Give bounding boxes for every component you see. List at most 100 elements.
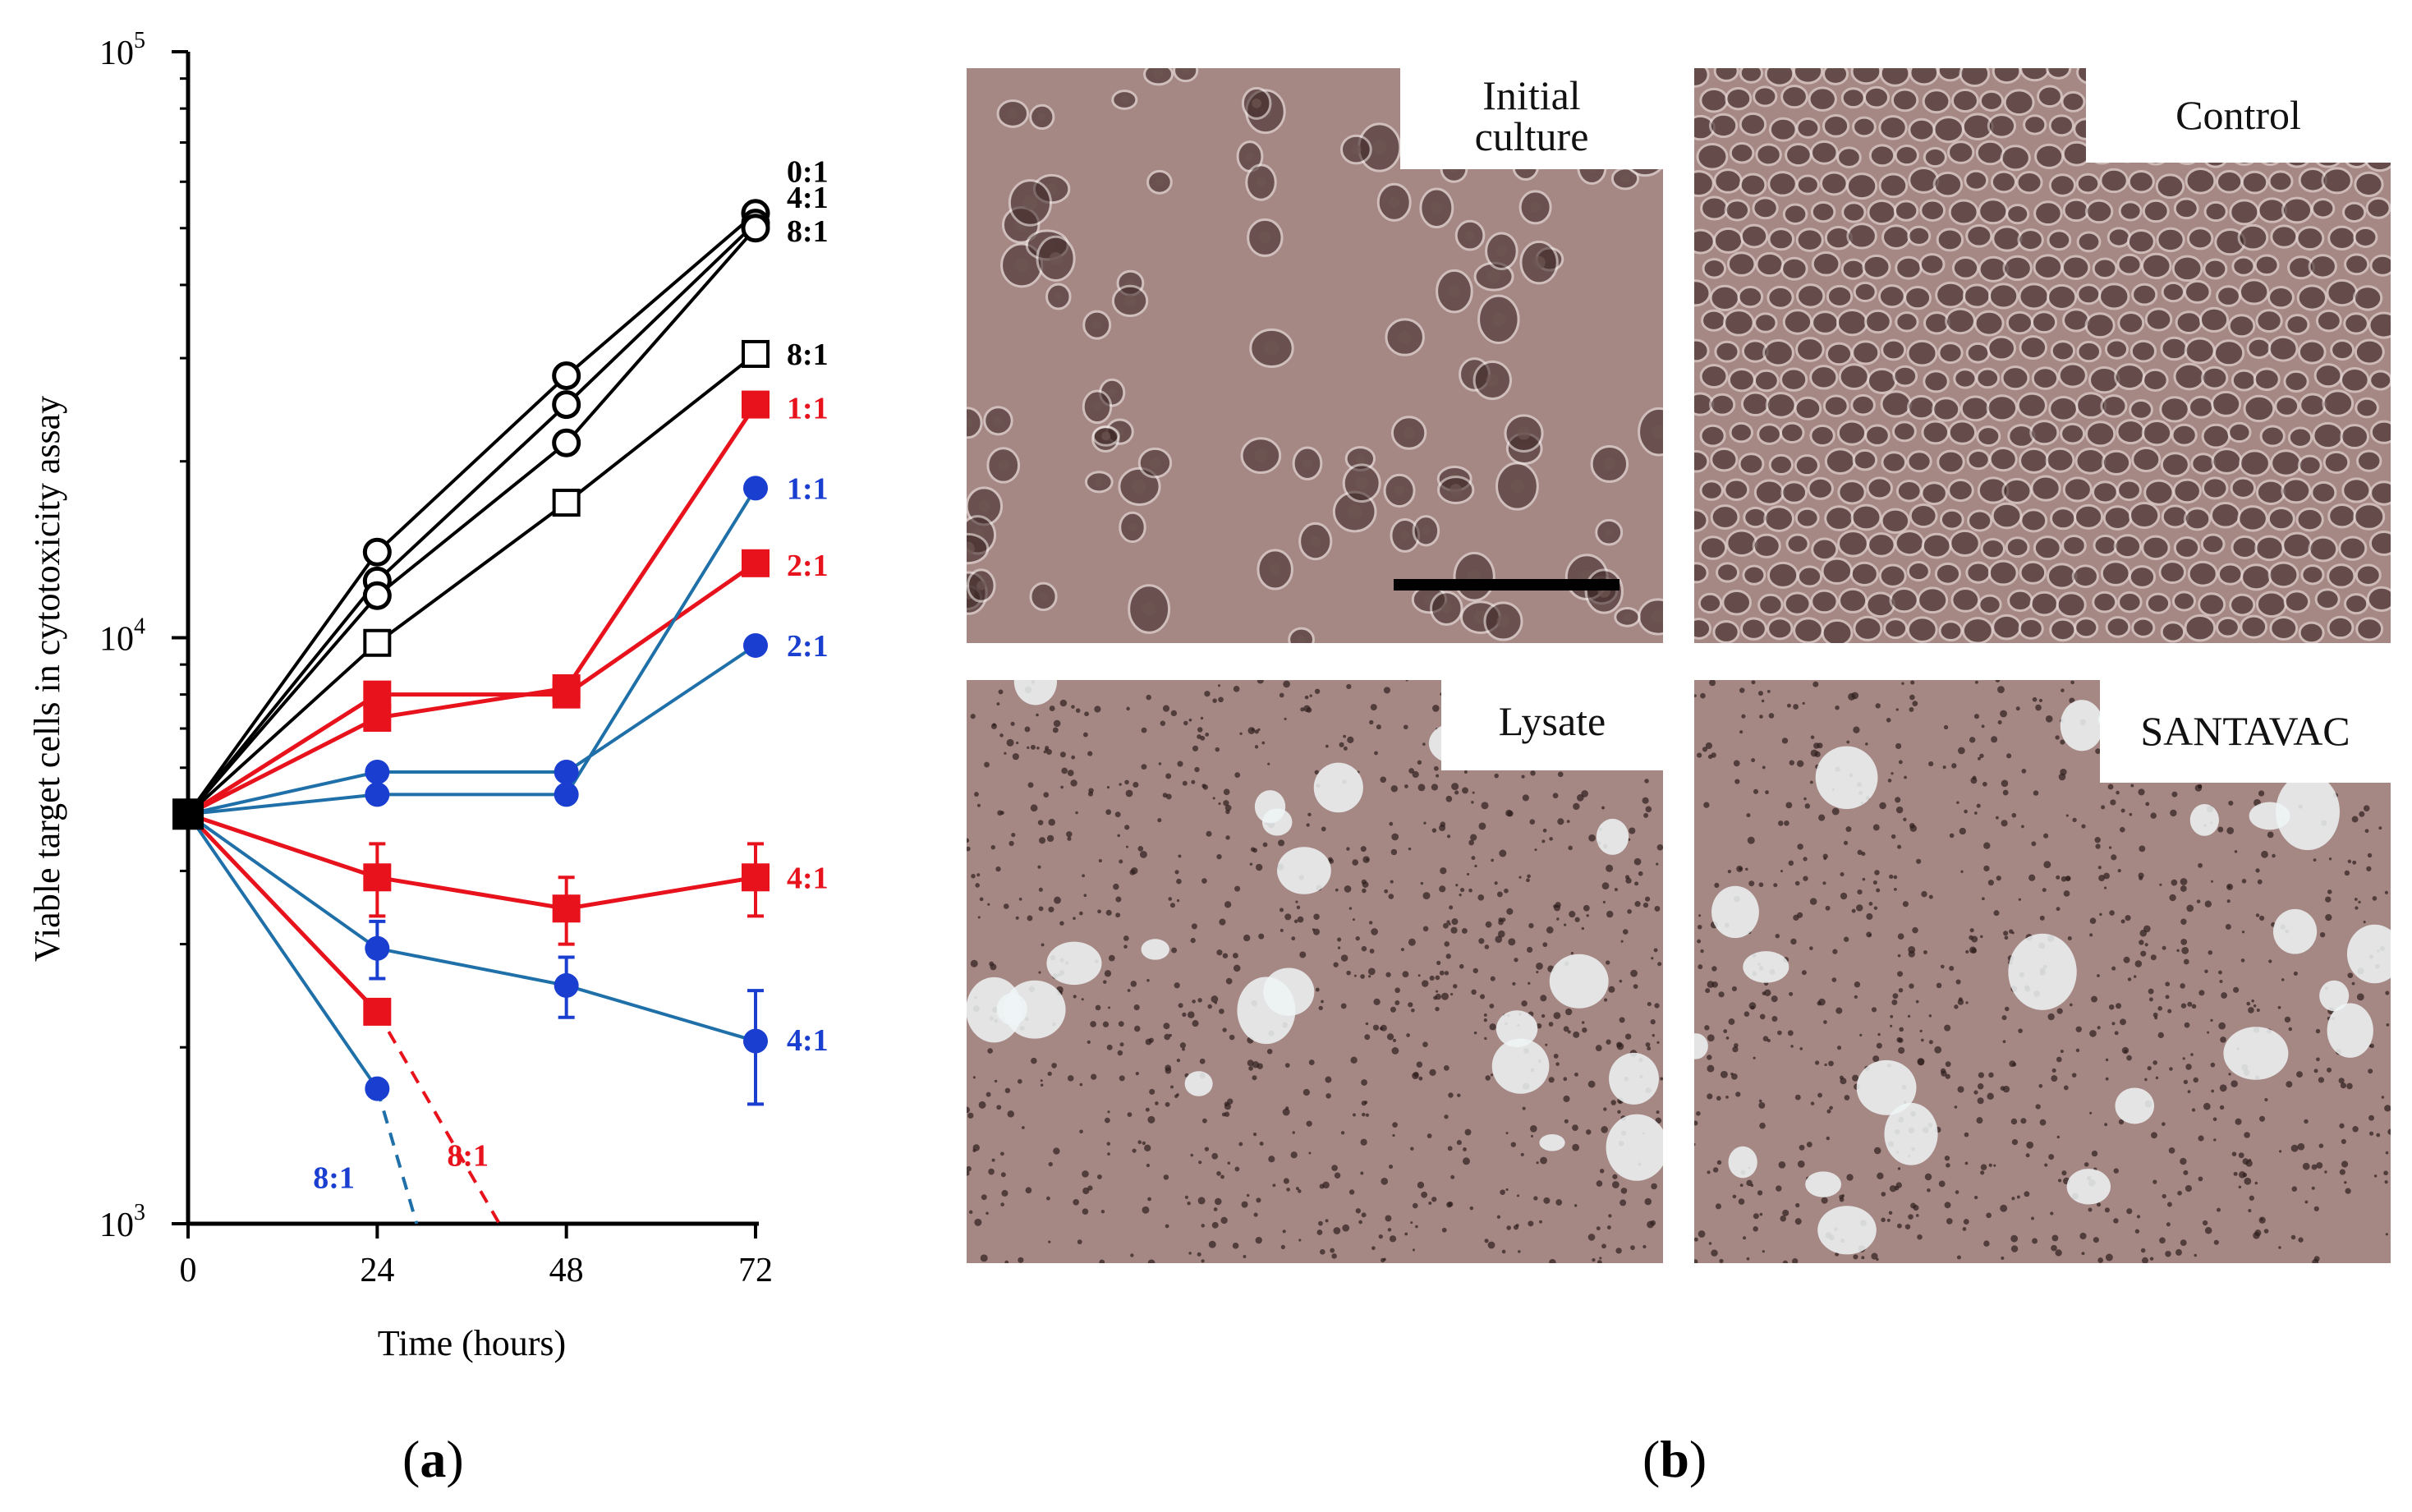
debris	[1954, 1105, 1958, 1109]
debris	[1059, 699, 1068, 707]
debris	[1162, 705, 1170, 712]
debris	[2139, 940, 2144, 945]
series-end-label: 1:1	[787, 471, 829, 506]
refractile-cell	[2189, 804, 2219, 836]
debris	[1563, 1095, 1570, 1102]
debris	[2297, 1142, 2305, 1151]
debris	[1744, 1011, 1750, 1017]
debris	[1084, 711, 1089, 717]
debris	[1142, 1206, 1150, 1214]
debris	[1183, 720, 1188, 726]
debris	[2249, 1195, 2254, 1201]
debris	[1133, 1004, 1140, 1011]
cell	[2018, 283, 2050, 310]
cell	[1921, 532, 1952, 559]
debris	[2345, 1188, 2351, 1194]
debris	[2114, 1031, 2119, 1036]
debris	[994, 1079, 998, 1083]
marker-filled-square	[742, 390, 770, 419]
debris	[1654, 1003, 1660, 1009]
debris	[1040, 1079, 1043, 1082]
debris	[2010, 1234, 2019, 1243]
debris	[1361, 1079, 1368, 1086]
cell	[1739, 68, 1764, 84]
debris	[1778, 1160, 1786, 1169]
debris	[2051, 1234, 2059, 1242]
debris	[1000, 1172, 1006, 1178]
debris	[1142, 1141, 1146, 1146]
debris	[1243, 934, 1251, 942]
debris	[2312, 1258, 2319, 1263]
debris	[2186, 904, 2194, 912]
micrograph-texture	[1694, 68, 2391, 643]
debris	[1391, 833, 1399, 841]
debris	[1697, 939, 1702, 944]
debris	[1071, 705, 1075, 709]
debris	[1803, 875, 1808, 881]
cell-nucleus	[993, 416, 1004, 426]
debris	[1809, 946, 1813, 950]
debris	[1368, 921, 1373, 925]
debris	[1601, 806, 1605, 810]
debris	[1812, 681, 1819, 687]
debris	[2226, 899, 2231, 903]
cell-nucleus	[1014, 258, 1029, 273]
debris	[2139, 875, 2143, 880]
debris	[1463, 1147, 1467, 1151]
debris	[1417, 760, 1422, 765]
debris	[1441, 1227, 1447, 1233]
cell	[2369, 420, 2391, 444]
cell	[1950, 586, 1981, 613]
cell	[2330, 339, 2355, 361]
debris	[1087, 751, 1093, 756]
cell	[1840, 87, 1866, 109]
micrograph-texture	[967, 680, 1663, 1263]
debris	[1350, 1056, 1358, 1064]
debris	[1408, 768, 1415, 774]
debris	[1385, 972, 1391, 977]
cell	[1721, 589, 1753, 616]
debris	[1804, 803, 1811, 809]
debris	[2048, 1154, 2055, 1160]
debris	[1753, 1213, 1759, 1220]
debris	[1163, 1023, 1170, 1030]
debris	[1468, 839, 1475, 846]
cell	[1821, 618, 1854, 643]
cell	[2100, 560, 2131, 587]
debris	[1761, 699, 1765, 703]
cell-nucleus	[1604, 527, 1614, 537]
debris	[2210, 1018, 2213, 1023]
cell	[1739, 172, 1767, 197]
debris	[1919, 1029, 1923, 1032]
debris	[1536, 963, 1543, 970]
debris	[1873, 906, 1878, 910]
debris	[1090, 1021, 1096, 1027]
debris	[1365, 1113, 1370, 1117]
cell	[2212, 339, 2245, 367]
debris	[2002, 1040, 2006, 1044]
debris	[1549, 837, 1553, 841]
cell	[2037, 85, 2063, 108]
cell-nucleus	[1487, 269, 1501, 283]
debris	[1790, 1045, 1794, 1048]
refractile-cell	[2346, 924, 2391, 984]
debris	[1651, 957, 1654, 960]
debris	[1853, 726, 1860, 733]
debris	[1796, 760, 1804, 768]
marker-open-circle	[362, 581, 392, 610]
cell	[2186, 227, 2214, 250]
debris	[1094, 705, 1101, 713]
debris	[2089, 1030, 2097, 1037]
debris	[1233, 686, 1240, 692]
debris	[2176, 949, 2180, 953]
debris	[1960, 870, 1964, 873]
marker-filled-square	[742, 549, 770, 577]
debris	[1901, 682, 1904, 685]
debris	[1238, 1142, 1243, 1147]
debris	[1268, 1156, 1275, 1163]
cell	[1959, 395, 1991, 422]
debris	[1570, 951, 1574, 955]
debris	[1697, 752, 1702, 758]
cell-nucleus	[1310, 535, 1321, 547]
debris	[1630, 969, 1638, 977]
